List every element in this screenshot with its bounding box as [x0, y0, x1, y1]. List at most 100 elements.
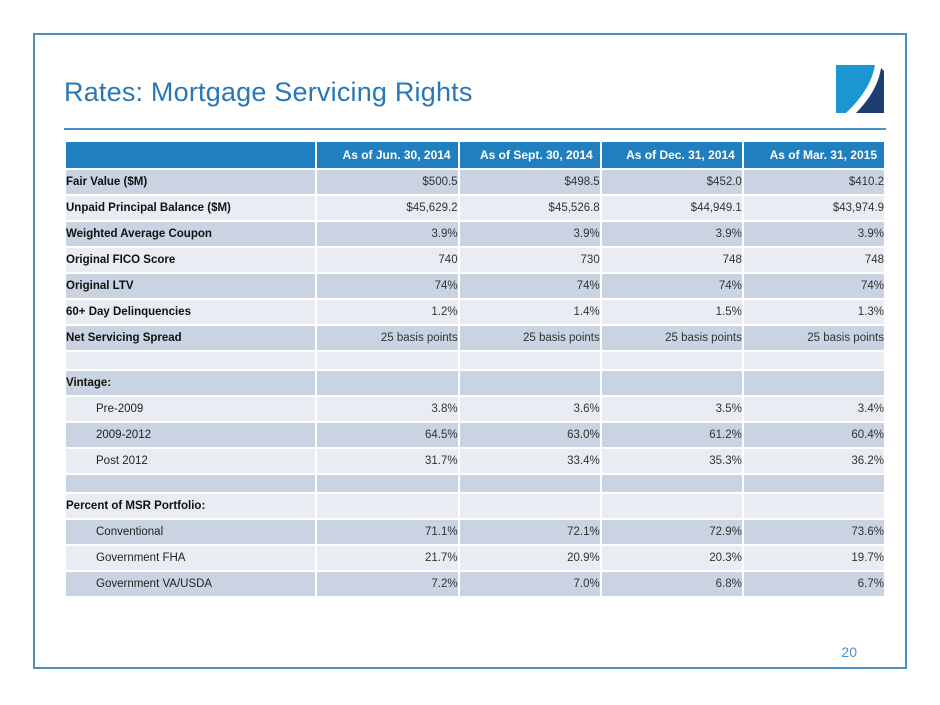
cell-value — [317, 475, 458, 492]
row-label — [66, 475, 316, 492]
table-row: Unpaid Principal Balance ($M) $45,629.2 $4… — [66, 196, 884, 220]
cell-value: 74% — [601, 274, 742, 298]
column-header: As of Sept. 30, 2014 — [459, 142, 600, 168]
row-label: 2009-2012 — [66, 423, 316, 447]
cell-value — [601, 371, 742, 395]
cell-value: 740 — [317, 248, 458, 272]
cell-value: 25 basis points — [743, 326, 884, 350]
table-row: Government VA/USDA 7.2% 7.0% 6.8% 6.7% — [66, 572, 884, 596]
table-row — [66, 352, 884, 369]
cell-value: 19.7% — [743, 546, 884, 570]
table-header-row: As of Jun. 30, 2014 As of Sept. 30, 2014… — [66, 142, 884, 168]
cell-value: 71.1% — [317, 520, 458, 544]
table-row: Original LTV 74% 74% 74% 74% — [66, 274, 884, 298]
cell-value: 7.0% — [459, 572, 600, 596]
cell-value: 3.5% — [601, 397, 742, 421]
row-label: Post 2012 — [66, 449, 316, 473]
cell-value: 3.6% — [459, 397, 600, 421]
cell-value: 61.2% — [601, 423, 742, 447]
cell-value: $44,949.1 — [601, 196, 742, 220]
cell-value: $45,629.2 — [317, 196, 458, 220]
cell-value — [743, 352, 884, 369]
cell-value: 748 — [743, 248, 884, 272]
msr-data-table: As of Jun. 30, 2014 As of Sept. 30, 2014… — [64, 140, 886, 598]
table-row: Government FHA 21.7% 20.9% 20.3% 19.7% — [66, 546, 884, 570]
cell-value — [601, 352, 742, 369]
row-label: Unpaid Principal Balance ($M) — [66, 196, 316, 220]
cell-value: 21.7% — [317, 546, 458, 570]
cell-value: $500.5 — [317, 170, 458, 194]
cell-value: 6.8% — [601, 572, 742, 596]
cell-value — [459, 475, 600, 492]
cell-value: 60.4% — [743, 423, 884, 447]
cell-value: 63.0% — [459, 423, 600, 447]
cell-value — [743, 475, 884, 492]
cell-value: 748 — [601, 248, 742, 272]
row-label: Percent of MSR Portfolio: — [66, 494, 316, 518]
cell-value — [601, 475, 742, 492]
slide-title: Rates: Mortgage Servicing Rights — [64, 77, 473, 107]
cell-value: 25 basis points — [601, 326, 742, 350]
table-row — [66, 475, 884, 492]
cell-value — [317, 371, 458, 395]
cell-value: 36.2% — [743, 449, 884, 473]
cell-value: $43,974.9 — [743, 196, 884, 220]
column-header: As of Mar. 31, 2015 — [743, 142, 884, 168]
cell-value: 74% — [743, 274, 884, 298]
row-label: Pre-2009 — [66, 397, 316, 421]
cell-value: 31.7% — [317, 449, 458, 473]
title-divider — [64, 128, 886, 130]
table-row: 2009-2012 64.5% 63.0% 61.2% 60.4% — [66, 423, 884, 447]
cell-value — [459, 494, 600, 518]
row-label: Original FICO Score — [66, 248, 316, 272]
cell-value: 25 basis points — [459, 326, 600, 350]
cell-value: $45,526.8 — [459, 196, 600, 220]
cell-value: 73.6% — [743, 520, 884, 544]
cell-value — [459, 371, 600, 395]
cell-value: 3.8% — [317, 397, 458, 421]
cell-value: 3.9% — [601, 222, 742, 246]
cell-value: 74% — [317, 274, 458, 298]
table-row: Post 2012 31.7% 33.4% 35.3% 36.2% — [66, 449, 884, 473]
cell-value — [601, 494, 742, 518]
table-row: Net Servicing Spread 25 basis points 25 ba… — [66, 326, 884, 350]
cell-value: 3.9% — [317, 222, 458, 246]
row-label: Government FHA — [66, 546, 316, 570]
row-label: Vintage: — [66, 371, 316, 395]
table-row: Conventional 71.1% 72.1% 72.9% 73.6% — [66, 520, 884, 544]
column-header: As of Jun. 30, 2014 — [317, 142, 458, 168]
cell-value: 3.9% — [743, 222, 884, 246]
cell-value: 33.4% — [459, 449, 600, 473]
cell-value: 1.4% — [459, 300, 600, 324]
row-label: Government VA/USDA — [66, 572, 316, 596]
table-row: Original FICO Score 740 730 748 748 — [66, 248, 884, 272]
cell-value — [317, 352, 458, 369]
column-header-blank — [66, 142, 316, 168]
table-row: Vintage: — [66, 371, 884, 395]
row-label — [66, 352, 316, 369]
cell-value — [743, 371, 884, 395]
cell-value: 35.3% — [601, 449, 742, 473]
cell-value: $452.0 — [601, 170, 742, 194]
company-logo-icon — [836, 65, 884, 113]
row-label: Net Servicing Spread — [66, 326, 316, 350]
table-row: Pre-2009 3.8% 3.6% 3.5% 3.4% — [66, 397, 884, 421]
table-body: Fair Value ($M) $500.5 $498.5 $452.0 $410.2 U… — [66, 170, 884, 596]
table-row: 60+ Day Delinquencies 1.2% 1.4% 1.5% 1.3% — [66, 300, 884, 324]
cell-value: $498.5 — [459, 170, 600, 194]
cell-value: 1.3% — [743, 300, 884, 324]
table-row: Weighted Average Coupon 3.9% 3.9% 3.9% 3.9% — [66, 222, 884, 246]
row-label: 60+ Day Delinquencies — [66, 300, 316, 324]
row-label: Original LTV — [66, 274, 316, 298]
cell-value: 3.9% — [459, 222, 600, 246]
cell-value: 20.9% — [459, 546, 600, 570]
cell-value: 20.3% — [601, 546, 742, 570]
cell-value: 1.5% — [601, 300, 742, 324]
cell-value: 3.4% — [743, 397, 884, 421]
cell-value — [743, 494, 884, 518]
cell-value — [317, 494, 458, 518]
table-row: Fair Value ($M) $500.5 $498.5 $452.0 $410.2 — [66, 170, 884, 194]
cell-value: 7.2% — [317, 572, 458, 596]
row-label: Fair Value ($M) — [66, 170, 316, 194]
row-label: Weighted Average Coupon — [66, 222, 316, 246]
